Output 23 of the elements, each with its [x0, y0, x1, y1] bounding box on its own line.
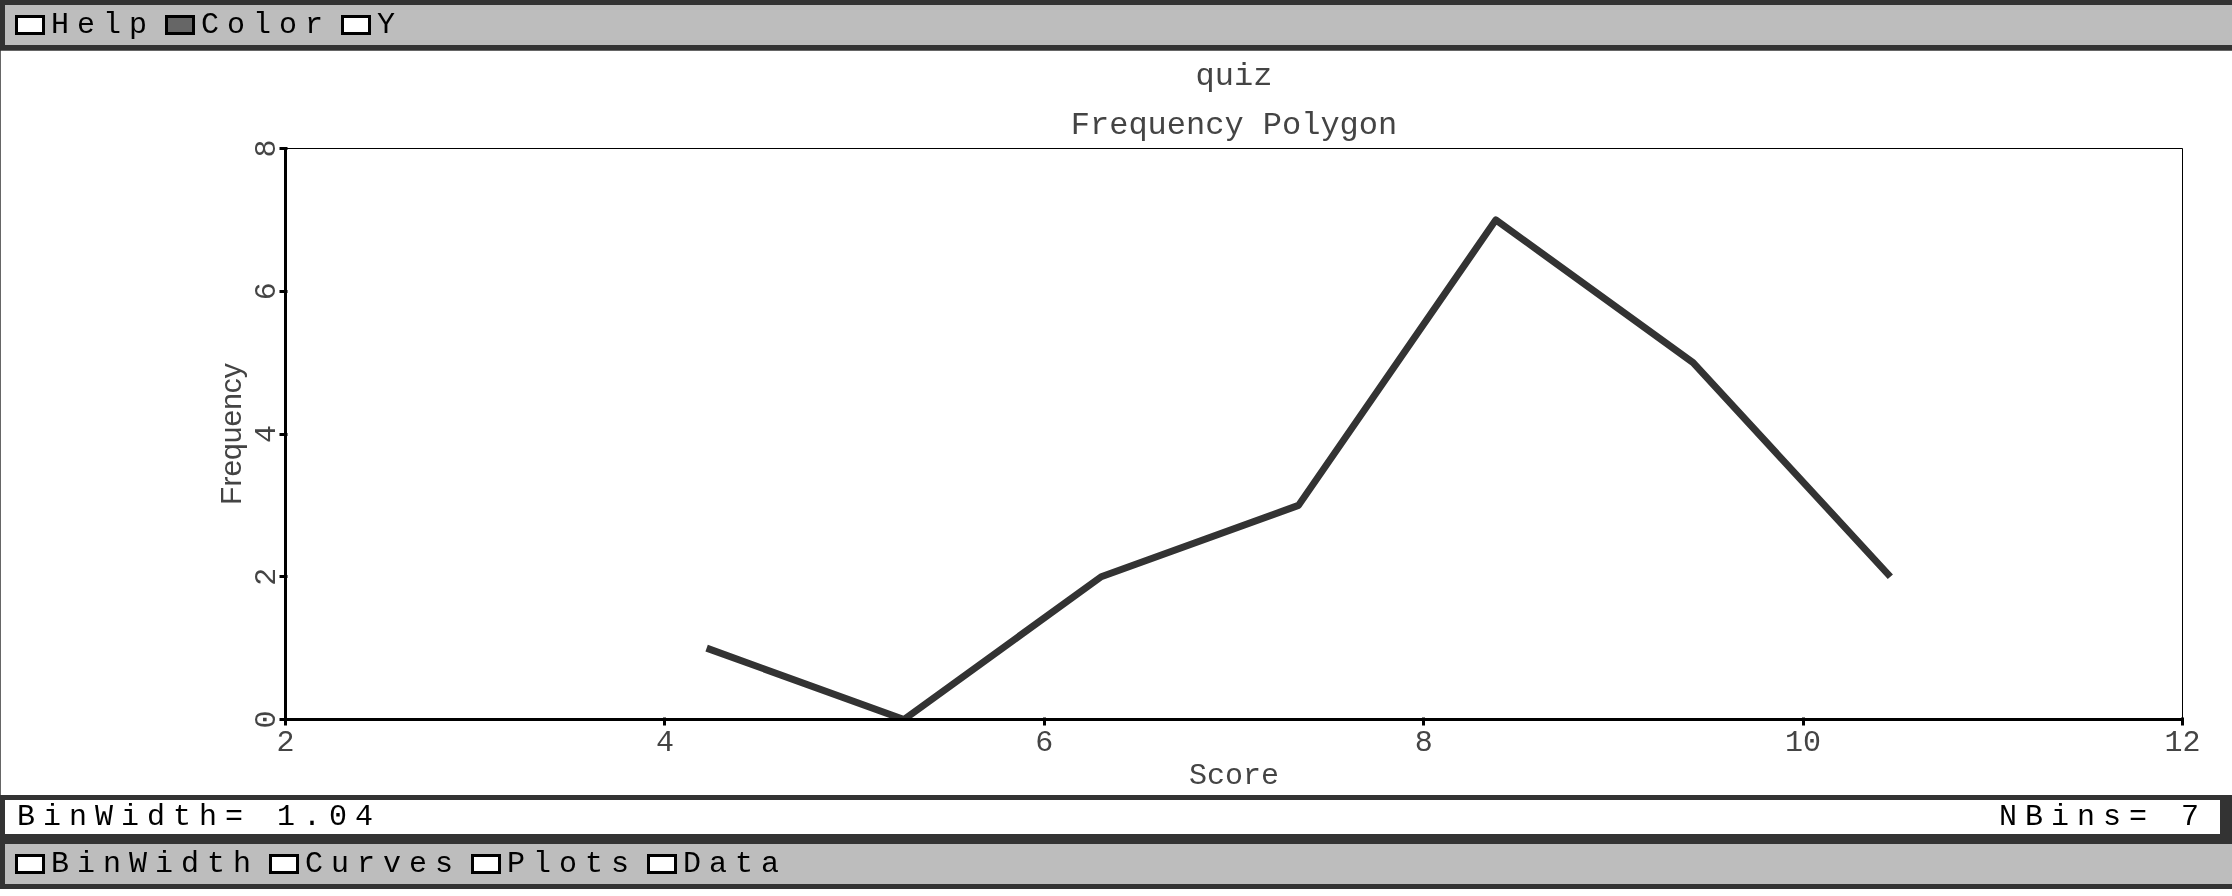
x-tick-label: 12 — [2164, 725, 2201, 760]
x-tick-label: 8 — [1414, 725, 1433, 760]
x-axis-title: Score — [1188, 758, 1280, 793]
y-tick-label: 4 — [249, 424, 284, 443]
text: Color — [201, 8, 332, 43]
text: Curves — [305, 847, 462, 882]
x-tick-label: 10 — [1785, 725, 1822, 760]
text: BinWidth — [51, 847, 260, 882]
text: NBins= 7 — [1998, 800, 2207, 834]
y-axis-title: Frequency — [213, 363, 247, 505]
chart-subtitle: Frequency Polygon — [1070, 106, 1398, 144]
text: Help — [51, 8, 156, 43]
x-tick-label: 6 — [1035, 725, 1054, 760]
chart-title: quiz — [1195, 57, 1273, 95]
text: Plots — [507, 847, 638, 882]
y-tick-label: 8 — [249, 139, 284, 158]
text: BinWidth= 1.04 — [17, 800, 382, 834]
text: Data — [683, 847, 788, 882]
y-tick-label: 2 — [249, 567, 284, 586]
x-tick-label: 4 — [655, 725, 674, 760]
y-tick-label: 6 — [249, 282, 284, 301]
y-tick-label: 0 — [249, 710, 284, 729]
text: Y — [377, 8, 404, 43]
